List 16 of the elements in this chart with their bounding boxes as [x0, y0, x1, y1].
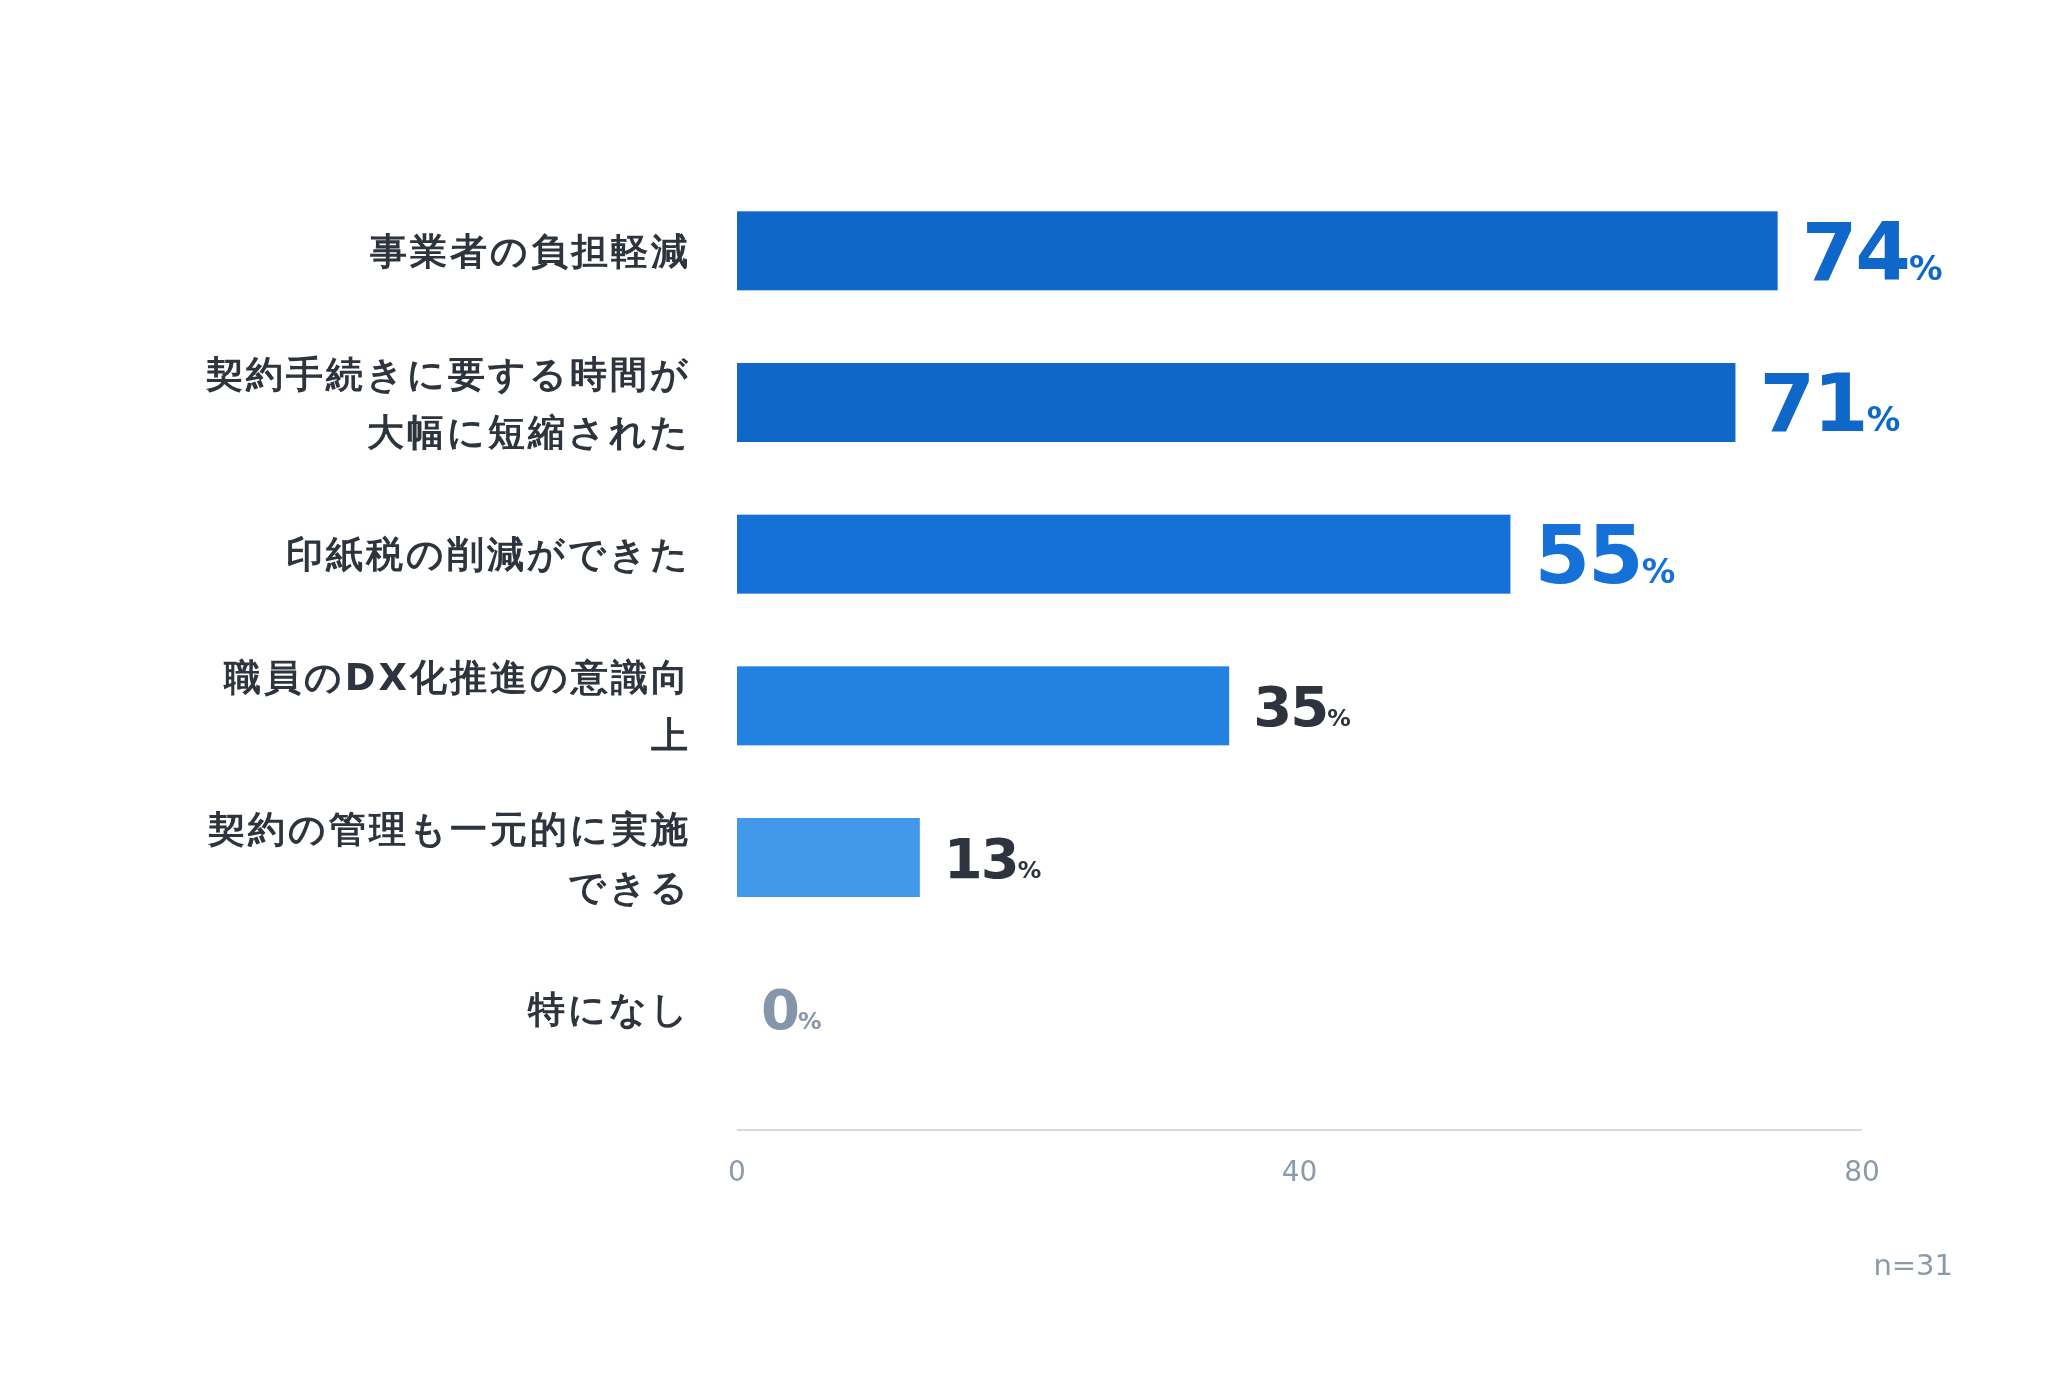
y-tick-label: 契約手続きに要する時間が大幅に短縮された	[205, 352, 691, 454]
data-label: 35%	[1253, 673, 1351, 739]
data-label: 0%	[761, 977, 822, 1043]
data-label: 55%	[1534, 508, 1676, 602]
data-label: 13%	[943, 825, 1042, 891]
x-tick-label: 80	[1844, 1155, 1880, 1188]
y-tick-label: 契約の管理も一元的に実施できる	[207, 807, 691, 909]
data-label: 71%	[1759, 357, 1901, 451]
x-tick-label: 40	[1281, 1155, 1318, 1188]
x-tick-label: 0	[728, 1155, 746, 1188]
y-tick-label: 事業者の負担軽減	[369, 229, 691, 273]
y-tick-label: 特になし	[527, 988, 691, 1032]
y-tick-label: 印紙税の削減ができた	[286, 533, 691, 577]
y-tick-label: 職員のDX化推進の意識向上	[222, 655, 691, 757]
data-label: 74%	[1801, 205, 1943, 299]
text: n=31	[1873, 1248, 1953, 1282]
